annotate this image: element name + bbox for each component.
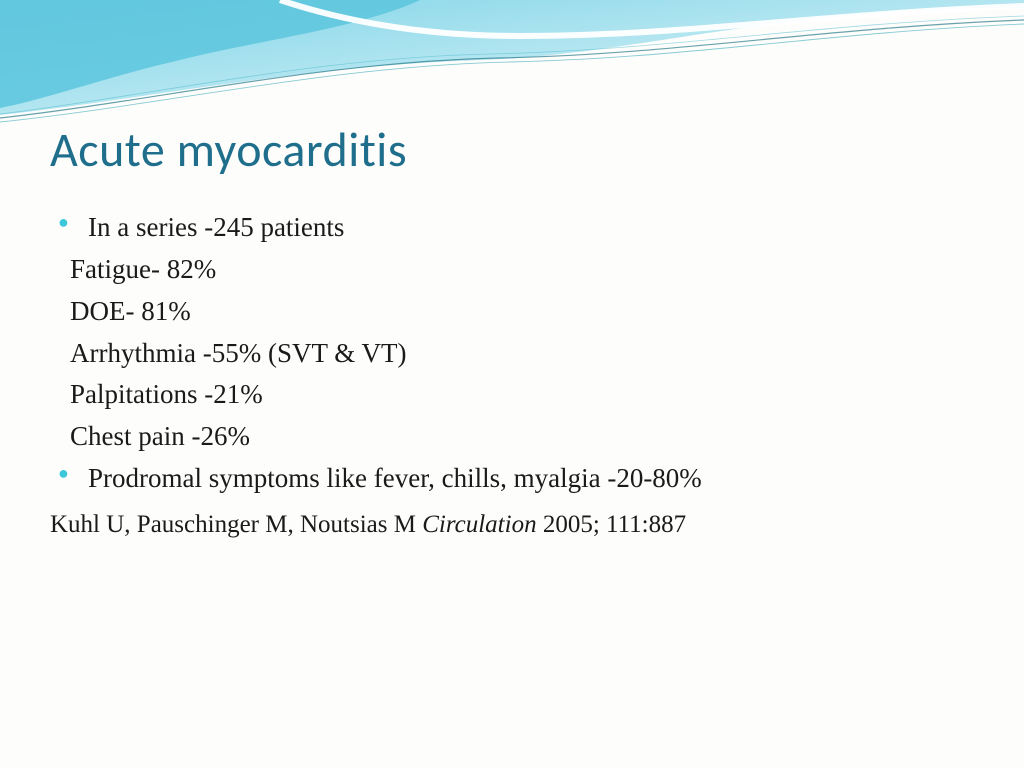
slide-content: Acute myocarditis In a series -245 patie…: [50, 120, 974, 545]
bullet-item-1: In a series -245 patients: [50, 207, 974, 249]
sub-item-doe: DOE- 81%: [50, 291, 974, 333]
citation-authors: Kuhl U, Pauschinger M, Noutsias M: [50, 511, 422, 538]
sub-item-fatigue: Fatigue- 82%: [50, 249, 974, 291]
bullet-item-2: Prodromal symptoms like fever, chills, m…: [50, 458, 974, 500]
citation-ref: 2005; 111:887: [537, 511, 687, 538]
sub-item-chestpain: Chest pain -26%: [50, 416, 974, 458]
slide-title: Acute myocarditis: [50, 120, 974, 179]
citation-journal: Circulation: [422, 511, 536, 538]
citation-line: Kuhl U, Pauschinger M, Noutsias M Circul…: [50, 506, 974, 545]
sub-item-arrhythmia: Arrhythmia -55% (SVT & VT): [50, 333, 974, 375]
sub-item-palpitations: Palpitations -21%: [50, 374, 974, 416]
slide-body: In a series -245 patients Fatigue- 82% D…: [50, 207, 974, 545]
